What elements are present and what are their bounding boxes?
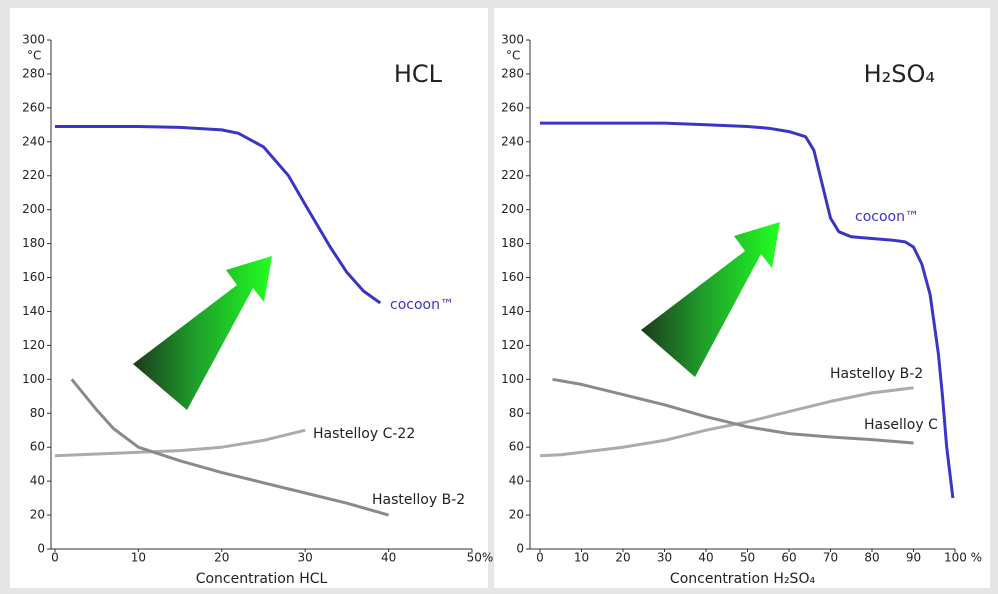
x-axis-label: Concentration H₂SO₄ <box>670 571 816 587</box>
y-tick-label: 280 <box>501 66 524 80</box>
series-label: cocoon™ <box>390 297 454 313</box>
series-line <box>70 378 390 517</box>
y-tick-label: 140 <box>22 304 45 318</box>
x-tick-label: 0 <box>51 551 59 565</box>
series-label: Haselloy C <box>864 417 938 433</box>
x-tick-label: 20 <box>615 551 630 565</box>
y-tick-label: 300 <box>501 33 524 47</box>
y-tick-label: 260 <box>501 100 524 114</box>
chart-title: H₂SO₄ <box>864 60 935 88</box>
y-tick-label: 100 <box>22 372 45 386</box>
y-tick-label: 120 <box>22 338 45 352</box>
y-tick-label: 40 <box>509 474 524 488</box>
x-tick-label: 10 <box>574 551 589 565</box>
y-tick-label: 60 <box>30 440 45 454</box>
y-tick-label: 140 <box>501 304 524 318</box>
x-tick-label: 60 <box>781 551 796 565</box>
x-tick-label: 50% <box>467 551 494 565</box>
x-tick-label: 20 <box>214 551 229 565</box>
y-tick-label: 300 <box>22 33 45 47</box>
x-tick-label: 30 <box>657 551 672 565</box>
arrow <box>133 256 272 410</box>
x-tick-label: 40 <box>381 551 396 565</box>
x-tick-label: 70 <box>823 551 838 565</box>
y-tick-label: 240 <box>22 134 45 148</box>
y-tick-label: 160 <box>22 270 45 284</box>
x-tick-label: 30 <box>298 551 313 565</box>
y-unit: °C <box>27 49 41 63</box>
y-tick-label: 200 <box>22 202 45 216</box>
y-tick-label: 220 <box>501 168 524 182</box>
chart-title: HCL <box>394 60 443 88</box>
x-tick-label: 40 <box>698 551 713 565</box>
y-tick-label: 100 <box>501 372 524 386</box>
x-tick-label: 50 <box>740 551 755 565</box>
y-tick-label: 260 <box>22 100 45 114</box>
y-tick-label: 60 <box>509 440 524 454</box>
y-unit: °C <box>506 49 520 63</box>
x-tick-label: 80 <box>864 551 879 565</box>
series-line <box>539 386 914 458</box>
x-tick-label: 0 <box>536 551 544 565</box>
y-tick-label: 0 <box>37 542 45 556</box>
y-tick-label: 220 <box>22 168 45 182</box>
series-label: Hastelloy C-22 <box>313 426 415 442</box>
series-line <box>552 377 914 445</box>
series-label: cocoon™ <box>855 209 919 225</box>
x-tick-label: 90 <box>906 551 921 565</box>
y-tick-label: 240 <box>501 134 524 148</box>
series-line <box>54 428 306 458</box>
y-tick-label: 180 <box>501 236 524 250</box>
panel <box>494 8 990 588</box>
y-tick-label: 200 <box>501 202 524 216</box>
y-tick-label: 120 <box>501 338 524 352</box>
x-axis-label: Concentration HCL <box>196 571 328 587</box>
y-tick-label: 20 <box>509 508 524 522</box>
y-tick-label: 40 <box>30 474 45 488</box>
series-line <box>540 121 955 499</box>
y-tick-label: 180 <box>22 236 45 250</box>
series-label: Hastelloy B-2 <box>372 492 465 508</box>
y-tick-label: 80 <box>509 406 524 420</box>
y-tick-label: 280 <box>22 66 45 80</box>
series-label: Hastelloy B-2 <box>830 366 923 382</box>
panel <box>10 8 488 588</box>
series-line <box>55 125 382 305</box>
y-tick-label: 160 <box>501 270 524 284</box>
arrow <box>641 222 780 377</box>
y-tick-label: 0 <box>516 542 524 556</box>
x-tick-label: 10 <box>131 551 146 565</box>
y-tick-label: 80 <box>30 406 45 420</box>
x-tick-label: 100 % <box>944 551 982 565</box>
y-tick-label: 20 <box>30 508 45 522</box>
